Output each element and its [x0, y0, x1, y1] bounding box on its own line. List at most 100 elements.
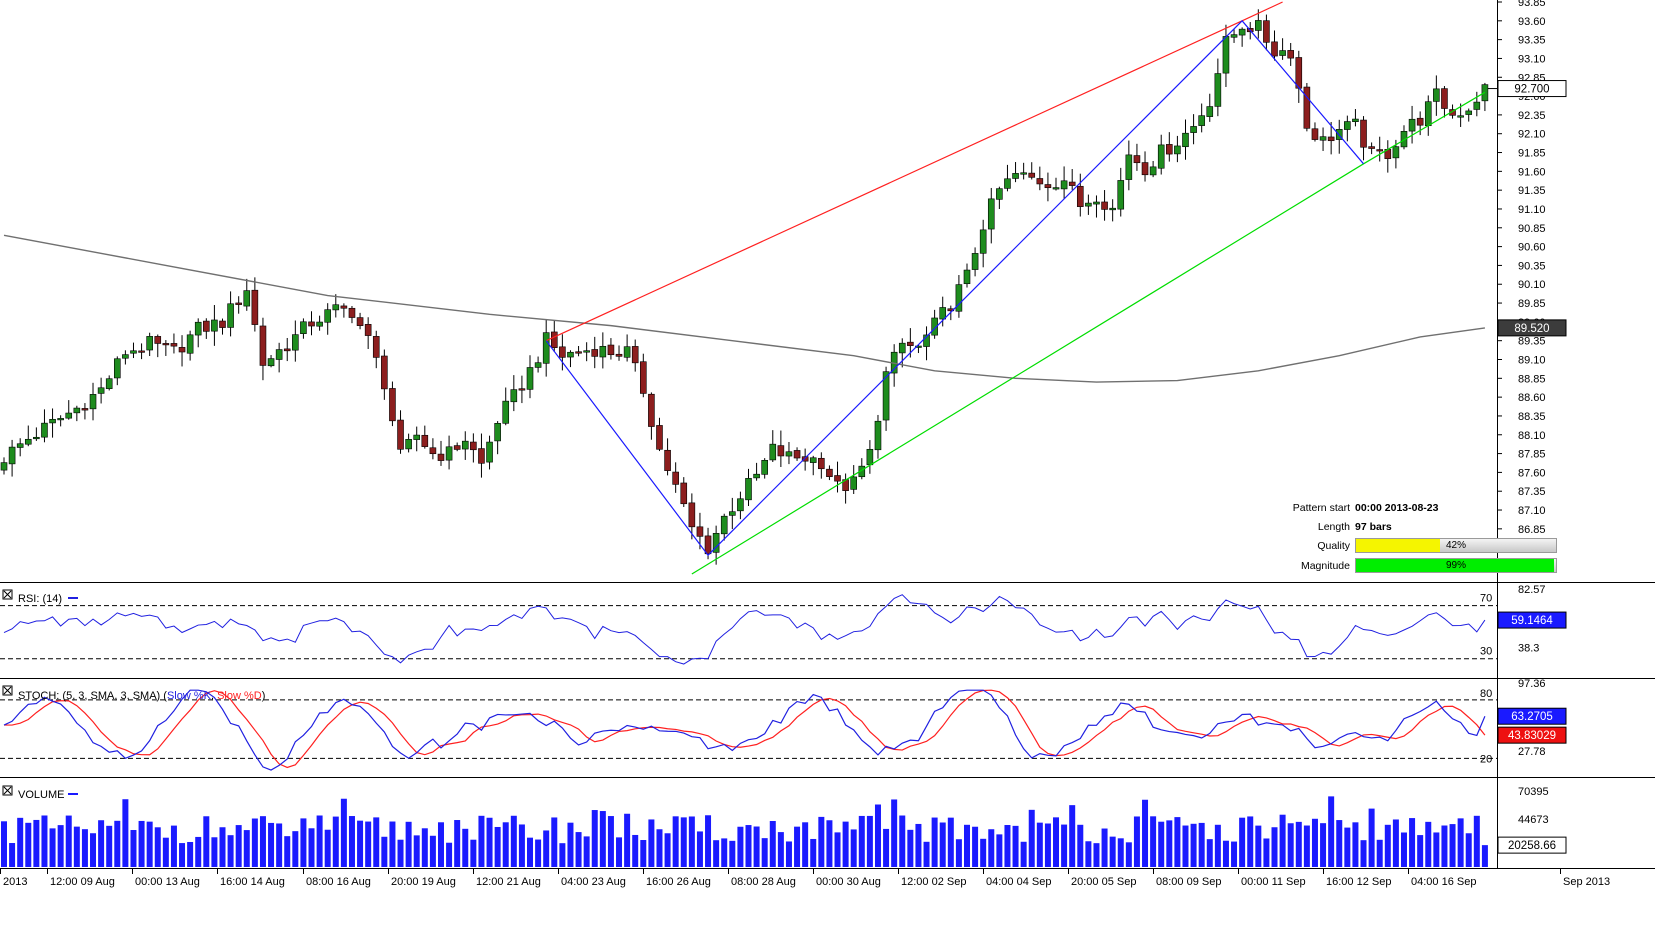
candle-body	[251, 289, 259, 325]
candle-body	[65, 412, 73, 419]
volume-bar	[1295, 821, 1302, 867]
candle-body	[1465, 110, 1473, 115]
x-axis-label: 2013	[3, 876, 27, 888]
candle-body	[1255, 20, 1262, 31]
candle-body	[211, 319, 218, 332]
candle-body	[348, 307, 356, 318]
volume-bar	[1158, 821, 1165, 867]
price-tick-label: 87.35	[1518, 486, 1546, 498]
candle-body	[16, 443, 24, 448]
volume-bar	[195, 836, 202, 867]
candle-body	[785, 451, 793, 457]
candle-body	[1157, 144, 1165, 169]
magnitude-label: Magnitude	[1300, 560, 1350, 572]
candle-body	[267, 358, 275, 367]
x-axis-label: 12:00 09 Aug	[50, 876, 115, 888]
volume-bar	[41, 815, 48, 867]
candle-body	[89, 394, 97, 410]
candle-body	[591, 349, 599, 357]
volume-bar	[81, 829, 88, 867]
candle-body	[1206, 106, 1214, 117]
volume-bar	[1392, 819, 1399, 867]
volume-bar	[915, 823, 922, 867]
last-price-label: 92.700	[1514, 84, 1549, 96]
x-axis-label: 00:00 13 Aug	[135, 876, 200, 888]
volume-bar	[25, 822, 32, 867]
candle-body	[923, 334, 930, 347]
x-axis-label: 20:00 19 Aug	[391, 876, 456, 888]
candle-body	[194, 321, 202, 336]
volume-bar	[1344, 827, 1351, 867]
volume-bar	[33, 819, 40, 867]
candle-body	[429, 447, 437, 455]
volume-bar	[17, 817, 24, 867]
volume-bar	[1231, 841, 1238, 867]
volume-bar	[1053, 817, 1060, 867]
candle-body	[1133, 155, 1141, 164]
length-value: 97 bars	[1355, 521, 1392, 533]
stoch-k-line	[3, 689, 1486, 771]
volume-bar	[527, 837, 534, 867]
pattern-info-panel: Pattern start 00:00 2013-08-23 Length 97…	[1260, 500, 1600, 610]
candle-body	[494, 422, 501, 442]
candle-body	[1271, 41, 1278, 57]
price-tick-label: 90.10	[1518, 279, 1546, 291]
volume-bar	[769, 820, 776, 867]
price-tick-label: 88.60	[1518, 392, 1546, 404]
volume-bar	[284, 836, 291, 867]
volume-bar	[429, 835, 436, 867]
candle-body	[712, 532, 720, 553]
volume-bar	[535, 839, 542, 867]
volume-bar	[1417, 835, 1424, 867]
price-tick-label: 87.10	[1518, 505, 1546, 517]
volume-bar	[745, 825, 752, 867]
candle-body	[1311, 128, 1319, 140]
candle-body	[1295, 57, 1303, 89]
volume-bar	[357, 820, 364, 867]
candle-body	[203, 320, 210, 332]
volume-bar	[1263, 838, 1270, 867]
volume-bar	[955, 839, 962, 867]
candle-body	[1441, 88, 1448, 109]
volume-bar	[785, 841, 792, 867]
volume-bar	[1247, 816, 1254, 867]
volume-bar	[154, 827, 161, 867]
volume-bar	[713, 840, 720, 867]
candle-body	[1101, 201, 1108, 210]
volume-bar	[607, 816, 614, 867]
price-tick-label: 93.35	[1518, 35, 1546, 47]
candle-body	[518, 388, 526, 391]
volume-bar	[276, 823, 283, 867]
candle-body	[1198, 115, 1205, 126]
candle-body	[49, 418, 56, 424]
candle-body	[470, 441, 477, 451]
ma-value-label-box	[1497, 319, 1567, 337]
volume-bar	[777, 832, 784, 867]
price-tick-label: 91.85	[1518, 148, 1546, 160]
candle-body	[1376, 149, 1384, 152]
candle-body	[777, 445, 785, 457]
stoch-k-value-box	[1497, 707, 1567, 725]
volume-bar	[551, 817, 558, 867]
candle-body	[437, 453, 445, 461]
candle-body	[364, 324, 372, 336]
candle-body	[97, 387, 105, 394]
volume-bar	[219, 827, 226, 867]
candle-body	[575, 351, 582, 354]
candle-body	[113, 358, 121, 379]
volume-bar	[834, 832, 841, 867]
volume-bar	[1125, 842, 1132, 867]
volume-bar	[842, 821, 849, 867]
stoch-collapse-icon-x	[3, 686, 12, 695]
candle-body	[1028, 172, 1036, 178]
candle-body	[461, 440, 469, 450]
x-axis-label: 16:00 12 Sep	[1326, 876, 1391, 888]
volume-bar	[923, 841, 930, 867]
volume-bar	[858, 815, 865, 867]
quality-label: Quality	[1317, 540, 1350, 552]
volume-bar	[316, 815, 323, 867]
volume-bar	[251, 818, 258, 867]
candle-body	[639, 361, 647, 394]
volume-bar	[696, 831, 703, 867]
x-axis-label: 04:00 16 Sep	[1411, 876, 1476, 888]
